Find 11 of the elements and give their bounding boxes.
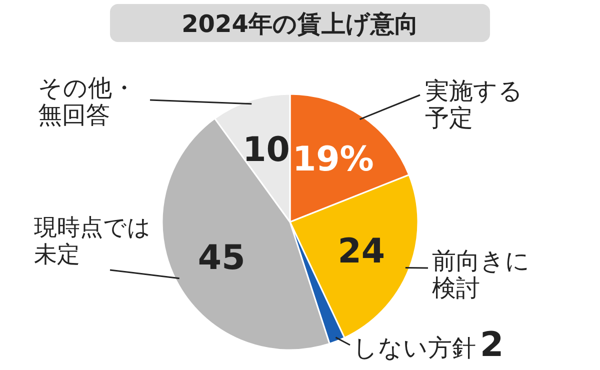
- slice-label: 前向きに検討: [432, 247, 531, 302]
- slice-label: 現時点では未定: [34, 215, 152, 269]
- slice-label: その他・無回答: [38, 74, 137, 129]
- slice-label: しない方針: [353, 334, 476, 362]
- data-label: 45: [198, 238, 246, 278]
- data-label: 24: [338, 231, 386, 272]
- data-label: 10: [242, 130, 290, 170]
- data-label: 19%: [292, 139, 374, 180]
- chart-title: 2024年の賃上げ意向: [182, 10, 418, 38]
- data-label: 2: [480, 325, 504, 365]
- slice-label: 実施する予定: [425, 77, 524, 132]
